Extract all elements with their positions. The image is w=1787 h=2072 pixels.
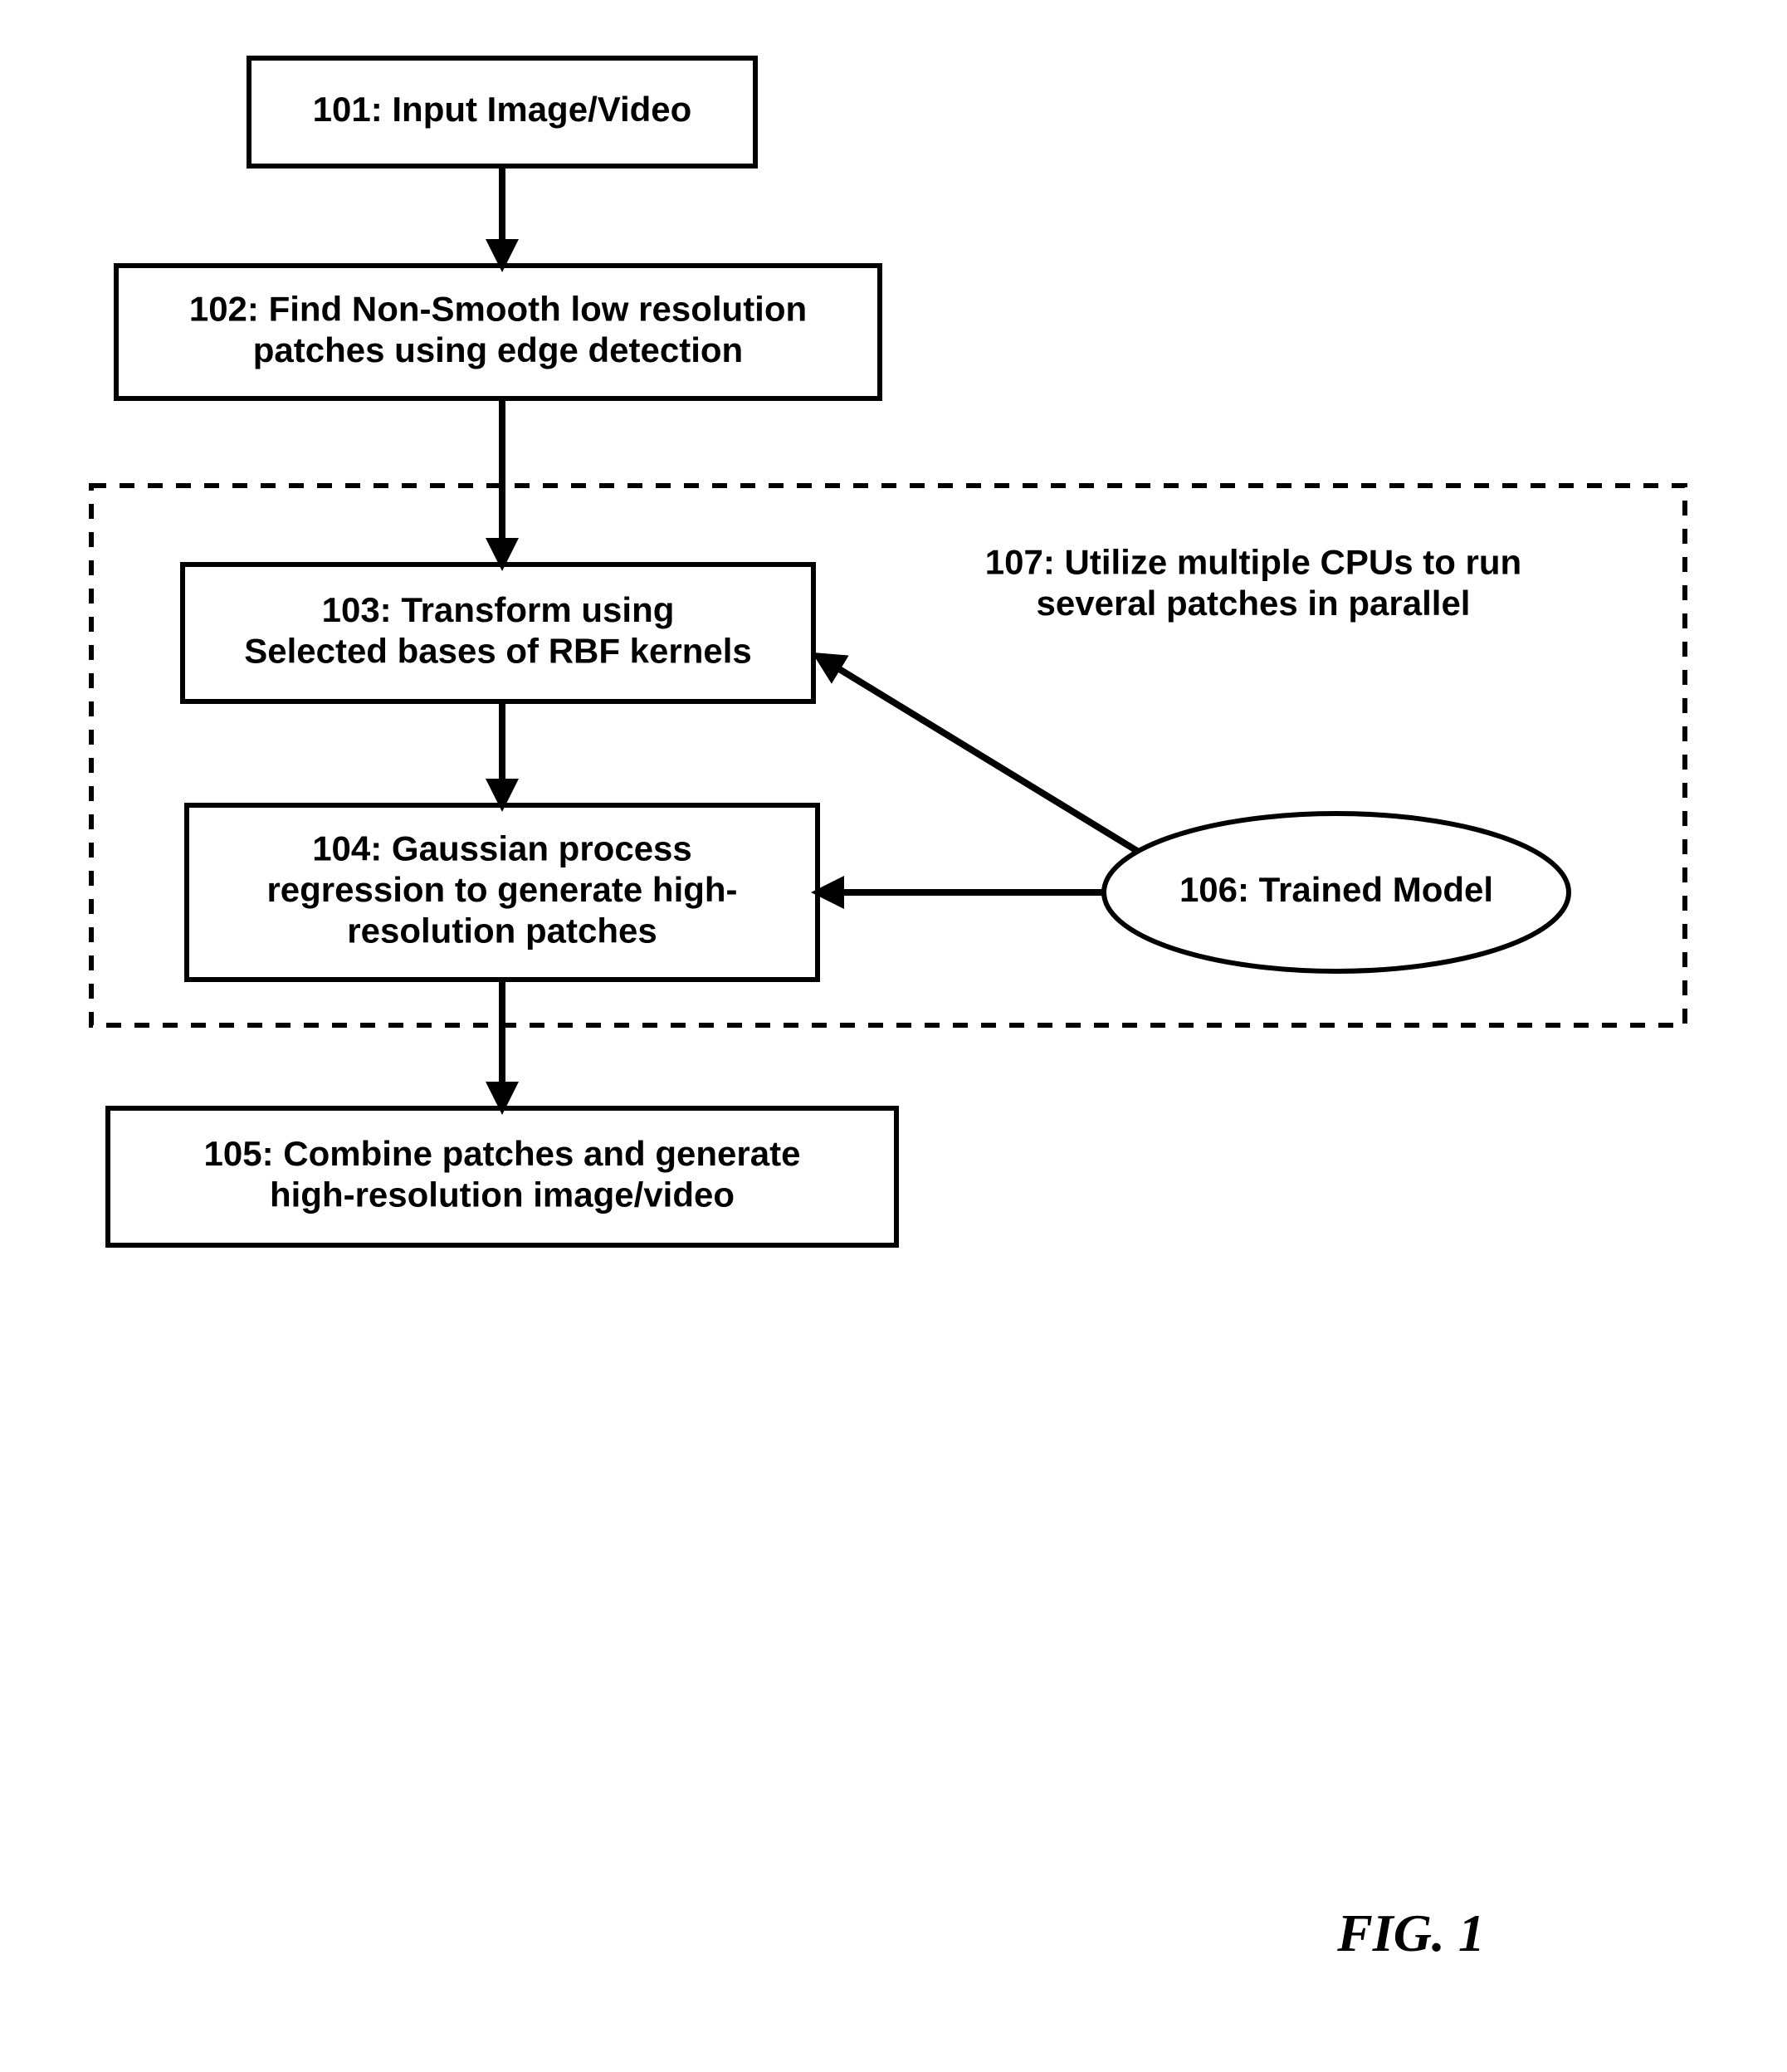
figure-label: FIG. 1 [1336,1903,1485,1962]
text-b104-line: 104: Gaussian process [312,829,692,868]
text-b101-line: 101: Input Image/Video [313,90,692,129]
text-b102-line: patches using edge detection [253,330,743,369]
text-b101: 101: Input Image/Video [313,90,692,129]
text-b104-line: resolution patches [347,911,657,950]
text-e106-line: 106: Trained Model [1179,870,1493,909]
text-b103-line: 103: Transform using [322,590,675,629]
text-b105-line: 105: Combine patches and generate [204,1134,801,1173]
text-b105-line: high-resolution image/video [270,1175,735,1214]
label-107: 107: Utilize multiple CPUs to runseveral… [985,542,1521,623]
label-107-line: 107: Utilize multiple CPUs to run [985,542,1521,581]
text-b102-line: 102: Find Non-Smooth low resolution [189,289,807,328]
arrow-e106_to_b103 [818,656,1137,851]
text-b104-line: regression to generate high- [266,870,737,909]
text-b103-line: Selected bases of RBF kernels [244,631,752,670]
label-107-line: several patches in parallel [1037,584,1471,623]
text-e106: 106: Trained Model [1179,870,1493,909]
